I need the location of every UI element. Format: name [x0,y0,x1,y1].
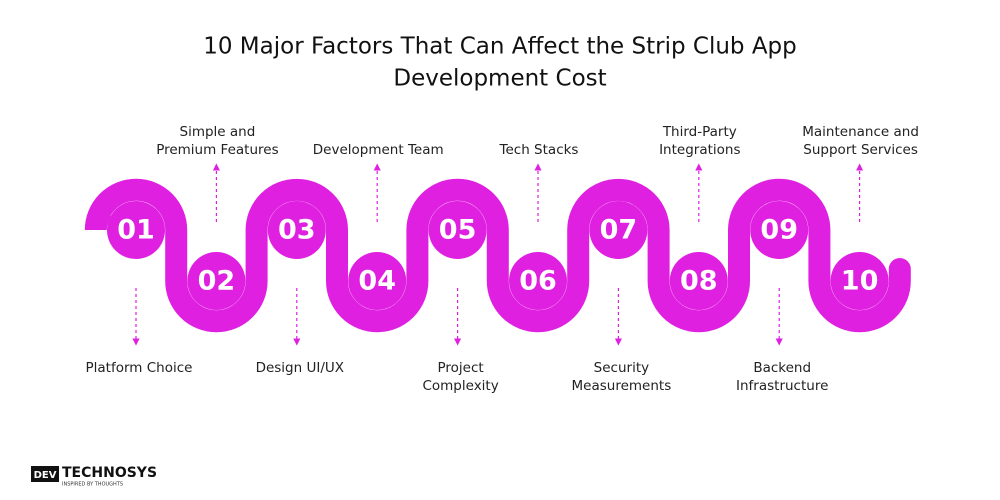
step-circle [509,252,567,310]
step-label: Platform Choice [86,360,193,376]
step-label: Tech Stacks [499,142,579,158]
snake-path [84,178,911,333]
step-number: 04 [358,266,396,297]
step-label: Infrastructure [736,378,828,394]
step-number: 10 [841,266,879,297]
step-number: 06 [519,266,557,297]
step-circle [428,201,487,259]
step-number: 09 [760,215,798,246]
step-label: Integrations [659,142,740,158]
step-circle [750,201,809,259]
step-label: Complexity [422,378,498,394]
step-number: 01 [117,215,155,246]
step-label: Design UI/UX [256,360,344,376]
step-number: 05 [439,215,477,246]
step-label: Simple and [180,124,256,140]
step-label: Backend [753,360,811,376]
step-circle [669,252,728,310]
logo-mark: DEV [34,470,57,481]
step-label: Third-Party [662,124,737,140]
step-circle [267,201,326,259]
step-label: Measurements [572,378,672,394]
step-number: 07 [600,215,638,246]
step-number: 02 [198,266,236,297]
logo-tagline: INSPIRED BY THOUGHTS [62,482,123,488]
logo-name: TECHNOSYS [62,465,157,481]
title-line: Development Cost [393,66,606,92]
step-circle [589,201,648,259]
step-label: Security [594,360,649,376]
title-line: 10 Major Factors That Can Affect the Str… [203,34,797,60]
step-number: 08 [680,266,718,297]
step-label: Project [437,360,483,376]
step-circle [187,252,246,310]
step-circle [107,201,165,259]
logo: DEV TECHNOSYS INSPIRED BY THOUGHTS [31,465,157,488]
step-label: Premium Features [156,142,278,158]
step-circle [830,252,889,310]
step-label: Support Services [803,142,918,158]
logo-box [31,466,59,482]
step-label: Maintenance and [802,124,919,140]
step-label: Development Team [313,142,444,158]
step-number: 03 [278,215,316,246]
step-circle [348,252,407,310]
